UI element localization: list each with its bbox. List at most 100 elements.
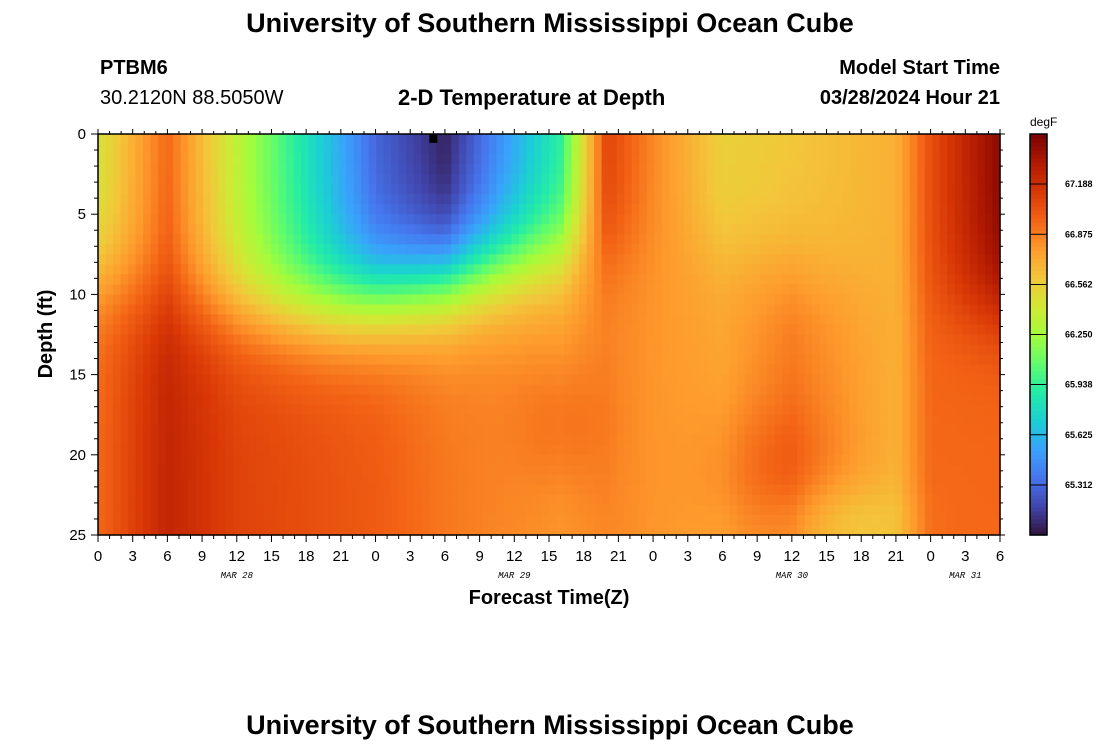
heatmap-cell <box>631 314 640 326</box>
heatmap-cell <box>639 444 648 456</box>
heatmap-cell <box>549 394 558 406</box>
heatmap-cell <box>812 174 821 185</box>
heatmap-cell <box>789 454 798 466</box>
heatmap-cell <box>661 224 670 235</box>
heatmap-cell <box>729 254 738 265</box>
heatmap-cell <box>684 304 693 316</box>
heatmap-cell <box>533 374 543 386</box>
heatmap-cell <box>473 274 482 285</box>
heatmap-cell <box>195 344 204 356</box>
heatmap-cell <box>120 444 129 456</box>
heatmap-cell <box>969 494 979 506</box>
heatmap-cell <box>721 214 730 225</box>
heatmap-cell <box>255 384 264 396</box>
heatmap-cell <box>804 474 813 486</box>
heatmap-cell <box>827 224 836 235</box>
heatmap-cell <box>436 414 445 426</box>
heatmap-cell <box>616 454 625 466</box>
heatmap-cell <box>624 244 633 255</box>
heatmap-cell <box>774 234 783 245</box>
heatmap-cell <box>293 414 302 426</box>
heatmap-cell <box>661 484 670 496</box>
heatmap-cell <box>804 514 813 526</box>
heatmap-cell <box>473 394 482 406</box>
heatmap-cell <box>300 174 310 185</box>
heatmap-cell <box>827 234 836 245</box>
heatmap-cell <box>954 364 964 376</box>
heatmap-cell <box>443 464 452 476</box>
heatmap-cell <box>586 424 595 436</box>
heatmap-cell <box>308 204 317 215</box>
heatmap-cell <box>376 494 385 506</box>
heatmap-cell <box>827 444 836 456</box>
heatmap-cell <box>691 294 700 306</box>
heatmap-cell <box>751 134 761 145</box>
heatmap-cell <box>346 244 355 255</box>
heatmap-cell <box>391 344 400 356</box>
heatmap-cell <box>616 344 625 356</box>
heatmap-cell <box>143 484 152 496</box>
heatmap-cell <box>533 524 543 536</box>
heatmap-cell <box>225 354 234 366</box>
heatmap-cell <box>150 304 159 316</box>
heatmap-cell <box>819 454 828 466</box>
heatmap-cell <box>579 374 588 386</box>
heatmap-cell <box>774 454 783 466</box>
heatmap-cell <box>654 224 663 235</box>
heatmap-cell <box>406 284 415 296</box>
heatmap-cell <box>143 354 152 366</box>
heatmap-cell <box>849 244 858 255</box>
heatmap-cell <box>947 334 956 346</box>
heatmap-cell <box>120 284 129 296</box>
heatmap-cell <box>804 304 813 316</box>
heatmap-cell <box>984 364 994 376</box>
heatmap-cell <box>812 414 821 426</box>
heatmap-cell <box>744 144 753 155</box>
heatmap-cell <box>947 374 956 386</box>
heatmap-cell <box>240 284 249 296</box>
heatmap-cell <box>954 154 964 165</box>
heatmap-cell <box>323 294 332 306</box>
heatmap-cell <box>293 464 302 476</box>
heatmap-cell <box>917 164 926 175</box>
heatmap-cell <box>150 524 159 536</box>
heatmap-cell <box>834 354 843 366</box>
heatmap-cell <box>383 364 392 376</box>
heatmap-cell <box>834 264 843 275</box>
heatmap-cell <box>128 414 137 426</box>
heatmap-cell <box>383 214 392 225</box>
heatmap-cell <box>338 324 347 336</box>
heatmap-cell <box>278 224 287 235</box>
heatmap-cell <box>150 354 159 366</box>
heatmap-cell <box>939 264 948 275</box>
heatmap-cell <box>368 134 377 145</box>
heatmap-cell <box>894 404 903 416</box>
heatmap-cell <box>864 254 873 265</box>
heatmap-cell <box>639 474 648 486</box>
heatmap-cell <box>346 254 355 265</box>
heatmap-cell <box>323 184 332 195</box>
heatmap-cell <box>496 304 505 316</box>
heatmap-cell <box>684 484 693 496</box>
heatmap-cell <box>150 364 159 376</box>
heatmap-cell <box>180 354 189 366</box>
heatmap-cell <box>661 214 670 225</box>
heatmap-cell <box>751 324 761 336</box>
heatmap-cell <box>443 284 452 296</box>
heatmap-cell <box>721 474 730 486</box>
heatmap-cell <box>894 284 903 296</box>
heatmap-cell <box>315 304 325 316</box>
heatmap-cell <box>782 394 791 406</box>
heatmap-cell <box>331 174 340 185</box>
heatmap-cell <box>285 434 295 446</box>
heatmap-cell <box>909 164 918 175</box>
heatmap-cell <box>744 244 753 255</box>
heatmap-cell <box>676 324 685 336</box>
heatmap-cell <box>353 174 362 185</box>
heatmap-cell <box>338 304 347 316</box>
heatmap-cell <box>285 294 295 306</box>
heatmap-cell <box>248 384 257 396</box>
heatmap-cell <box>594 154 603 165</box>
heatmap-cell <box>143 264 152 275</box>
heatmap-cell <box>639 374 648 386</box>
